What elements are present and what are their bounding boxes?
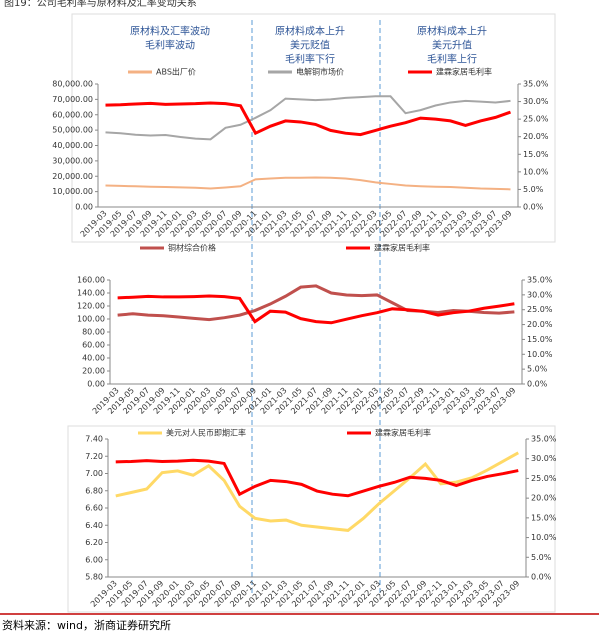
y2-tick-label: 5.0% bbox=[531, 553, 552, 562]
y-tick-label: 6.00 bbox=[85, 555, 103, 564]
y2-tick-label: 30.0% bbox=[531, 454, 557, 463]
y-tick-label: 40.00 bbox=[82, 354, 105, 363]
annotation: 原材料成本上升 bbox=[417, 25, 487, 38]
y-tick-label: 0.00 bbox=[87, 380, 105, 389]
y2-tick-label: 0.0% bbox=[527, 380, 548, 389]
y-tick-label: 6.80 bbox=[85, 486, 103, 495]
y2-tick-label: 25.0% bbox=[531, 474, 557, 483]
legend-label: 建霖家居毛利率 bbox=[375, 428, 431, 438]
y-tick-label: 70,000.00 bbox=[52, 95, 93, 104]
y-tick-label: 20.00 bbox=[82, 367, 105, 376]
chart-frame bbox=[71, 13, 556, 243]
y2-tick-label: 15.0% bbox=[531, 513, 557, 522]
y2-tick-label: 20.0% bbox=[531, 494, 557, 503]
y2-tick-label: 20.0% bbox=[527, 320, 553, 329]
y-tick-label: 80.00 bbox=[82, 328, 105, 337]
legend-label: 电解铜市场价 bbox=[296, 67, 344, 77]
y-tick-label: 120.00 bbox=[77, 302, 105, 311]
y-tick-label: 5.80 bbox=[85, 573, 103, 582]
y-tick-label: 7.40 bbox=[85, 435, 103, 444]
chart-frame bbox=[67, 425, 556, 613]
series-line bbox=[115, 458, 519, 498]
annotation: 毛利率波动 bbox=[145, 39, 195, 52]
y-tick-label: 6.20 bbox=[85, 538, 103, 547]
annotation: 美元升值 bbox=[432, 39, 472, 52]
y-tick-label: 6.60 bbox=[85, 504, 103, 513]
y-tick-label: 100.00 bbox=[77, 315, 105, 324]
annotation: 毛利率下行 bbox=[285, 53, 335, 66]
y2-tick-label: 5.0% bbox=[527, 365, 548, 374]
y2-tick-label: 30.0% bbox=[527, 290, 553, 299]
y2-tick-label: 0.0% bbox=[523, 203, 544, 212]
series-line bbox=[117, 284, 515, 322]
y-tick-label: 140.00 bbox=[77, 289, 105, 298]
legend-label: 建霖家居毛利率 bbox=[374, 243, 430, 253]
y-tick-label: 10,000.00 bbox=[52, 187, 93, 196]
legend-label: ABS出厂价 bbox=[156, 67, 196, 77]
y2-tick-label: 10.0% bbox=[531, 533, 557, 542]
y-tick-label: 40,000.00 bbox=[52, 141, 93, 150]
y-tick-label: 50,000.00 bbox=[52, 126, 93, 135]
y-tick-label: 20,000.00 bbox=[52, 172, 93, 181]
y2-tick-label: 5.0% bbox=[523, 185, 544, 194]
y-tick-label: 80,000.00 bbox=[52, 80, 93, 89]
y-tick-label: 160.00 bbox=[77, 276, 105, 285]
figure-title: 图19：公司毛利率与原材料及汇率变动关系 bbox=[4, 0, 197, 9]
annotation: 原材料及汇率波动 bbox=[130, 25, 210, 38]
series-line bbox=[105, 101, 511, 137]
y2-tick-label: 15.0% bbox=[527, 335, 553, 344]
y2-tick-label: 10.0% bbox=[523, 167, 549, 176]
y-tick-label: 7.20 bbox=[85, 452, 103, 461]
annotation: 美元贬值 bbox=[290, 39, 330, 52]
y2-tick-label: 35.0% bbox=[531, 435, 557, 444]
legend-label: 美元对人民币即期汇率 bbox=[166, 428, 246, 438]
y2-tick-label: 0.0% bbox=[531, 573, 552, 582]
source: 资料来源：wind，浙商证券研究所 bbox=[2, 618, 171, 632]
y2-tick-label: 20.0% bbox=[523, 132, 549, 141]
series-line bbox=[105, 176, 511, 191]
legend-label: 铜材综合价格 bbox=[168, 243, 216, 253]
y2-tick-label: 35.0% bbox=[527, 276, 553, 285]
y-tick-label: 60.00 bbox=[82, 341, 105, 350]
y2-tick-label: 25.0% bbox=[523, 115, 549, 124]
y-tick-label: 6.40 bbox=[85, 521, 103, 530]
y-tick-label: 30,000.00 bbox=[52, 156, 93, 165]
y2-tick-label: 35.0% bbox=[523, 80, 549, 89]
legend-label: 建霖家居毛利率 bbox=[436, 67, 492, 77]
series-line bbox=[105, 95, 511, 141]
series-line bbox=[117, 294, 515, 325]
y2-tick-label: 10.0% bbox=[527, 350, 553, 359]
y-tick-label: 0.00 bbox=[75, 203, 93, 212]
y2-tick-label: 15.0% bbox=[523, 150, 549, 159]
y2-tick-label: 30.0% bbox=[523, 97, 549, 106]
annotation: 毛利率上行 bbox=[427, 53, 477, 66]
y-tick-label: 7.00 bbox=[85, 469, 103, 478]
annotation: 原材料成本上升 bbox=[275, 25, 345, 38]
y-tick-label: 60,000.00 bbox=[52, 110, 93, 119]
y2-tick-label: 25.0% bbox=[527, 305, 553, 314]
